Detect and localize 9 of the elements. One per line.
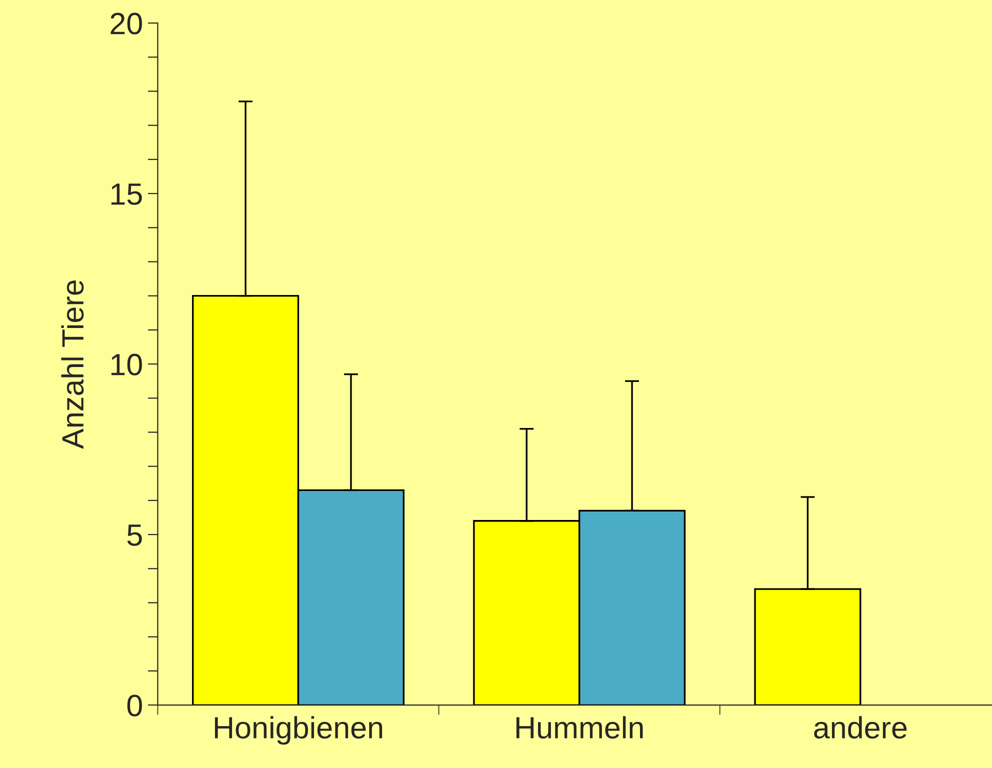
y-axis-title: Anzahl Tiere (61, 280, 84, 449)
y-tick-label: 5 (127, 524, 142, 546)
x-tick-label: Honigbienen (214, 716, 382, 745)
y-tick-label: 10 (111, 354, 142, 376)
y-tick-label: 15 (111, 184, 142, 205)
y-tick-label: 20 (110, 12, 142, 34)
x-tick-label: andere (814, 716, 907, 739)
y-tick-label: 0 (127, 694, 142, 716)
x-tick-label: Hummeln (516, 716, 643, 739)
